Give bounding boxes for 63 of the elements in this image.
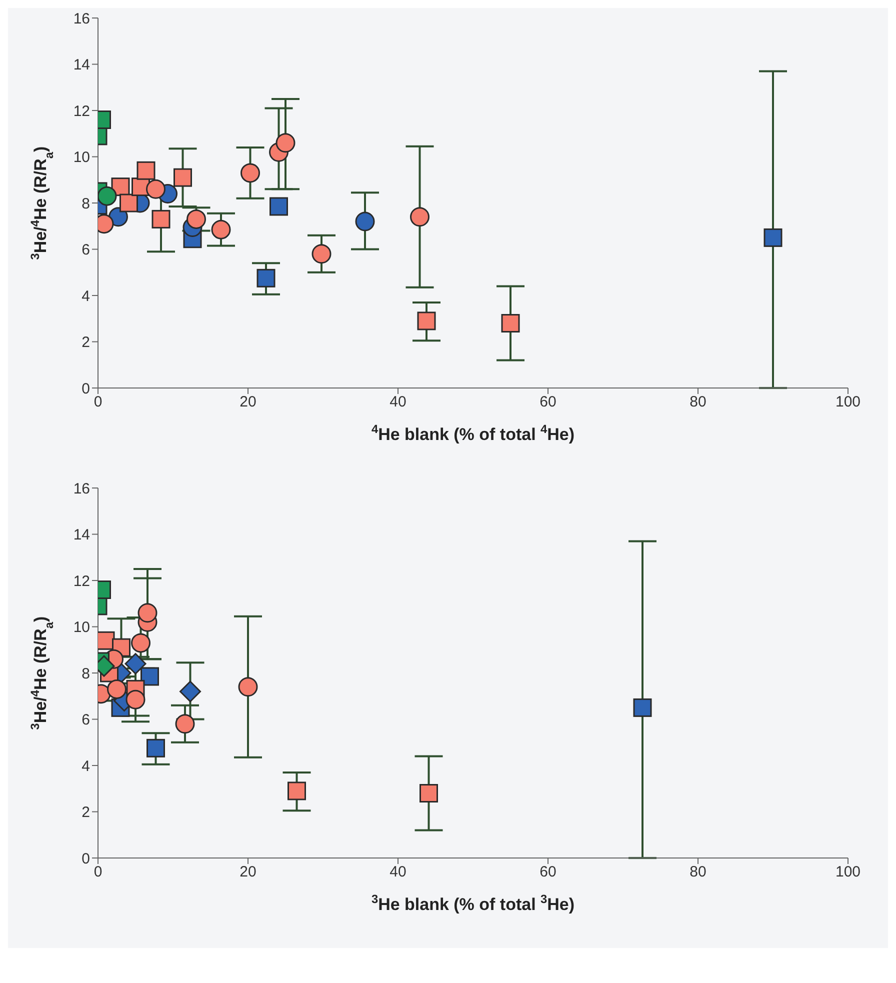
point bbox=[240, 163, 260, 183]
y-tick-label: 8 bbox=[82, 665, 90, 682]
point bbox=[270, 197, 288, 216]
y-tick-label: 2 bbox=[82, 804, 90, 822]
point bbox=[175, 714, 195, 734]
y-tick-label: 10 bbox=[73, 149, 90, 166]
y-tick-label: 8 bbox=[82, 195, 90, 212]
x-tick-label: 100 bbox=[835, 864, 861, 881]
point bbox=[417, 312, 436, 330]
y-tick-label: 4 bbox=[82, 288, 90, 305]
point bbox=[256, 268, 276, 288]
point bbox=[276, 133, 296, 153]
y-tick-label: 0 bbox=[82, 380, 90, 398]
x-tick-label: 0 bbox=[94, 864, 102, 881]
point bbox=[136, 161, 156, 180]
point bbox=[211, 220, 231, 240]
point bbox=[288, 782, 306, 800]
x-tick-label: 20 bbox=[240, 864, 256, 881]
x-tick-label: 40 bbox=[390, 864, 406, 881]
y-tick-label: 12 bbox=[73, 102, 90, 120]
point bbox=[152, 210, 170, 228]
y-tick-label: 2 bbox=[82, 334, 90, 352]
point bbox=[98, 631, 115, 650]
point bbox=[107, 679, 126, 699]
point bbox=[238, 677, 258, 697]
point bbox=[98, 186, 117, 206]
y-tick-label: 0 bbox=[82, 850, 90, 868]
point bbox=[501, 314, 520, 332]
x-tick-label: 80 bbox=[690, 394, 706, 411]
x-axis-title: $^{3}$He blank (% of total $^{3}$He) bbox=[371, 892, 575, 914]
x-tick-label: 60 bbox=[540, 394, 556, 411]
y-tick-label: 16 bbox=[73, 10, 90, 28]
point bbox=[355, 212, 375, 232]
point bbox=[126, 690, 146, 710]
point bbox=[146, 179, 166, 199]
x-tick-label: 0 bbox=[94, 394, 102, 411]
x-tick-label: 40 bbox=[390, 394, 406, 411]
point bbox=[420, 784, 438, 802]
x-axis-title: $^{4}$He blank (% of total $^{4}$He) bbox=[371, 422, 575, 444]
y-tick-label: 14 bbox=[73, 56, 90, 74]
point bbox=[764, 228, 782, 247]
y-tick-label: 4 bbox=[82, 758, 90, 775]
x-tick-label: 100 bbox=[835, 394, 861, 411]
point bbox=[180, 680, 201, 702]
point bbox=[410, 207, 430, 227]
y-tick-label: 6 bbox=[82, 712, 90, 729]
point bbox=[633, 698, 652, 717]
x-tick-label: 80 bbox=[690, 864, 706, 881]
point bbox=[124, 653, 146, 674]
point bbox=[140, 667, 159, 686]
y-tick-label: 6 bbox=[82, 242, 90, 259]
point bbox=[312, 244, 332, 264]
point bbox=[131, 633, 150, 653]
y-tick-label: 16 bbox=[73, 480, 90, 498]
x-tick-label: 60 bbox=[540, 864, 556, 881]
point bbox=[138, 603, 158, 623]
y-tick-label: 10 bbox=[73, 619, 90, 636]
point bbox=[146, 738, 165, 758]
point bbox=[174, 168, 192, 187]
x-tick-label: 20 bbox=[240, 394, 256, 411]
point bbox=[120, 194, 138, 212]
y-tick-label: 14 bbox=[73, 526, 90, 544]
y-tick-label: 12 bbox=[73, 572, 90, 590]
